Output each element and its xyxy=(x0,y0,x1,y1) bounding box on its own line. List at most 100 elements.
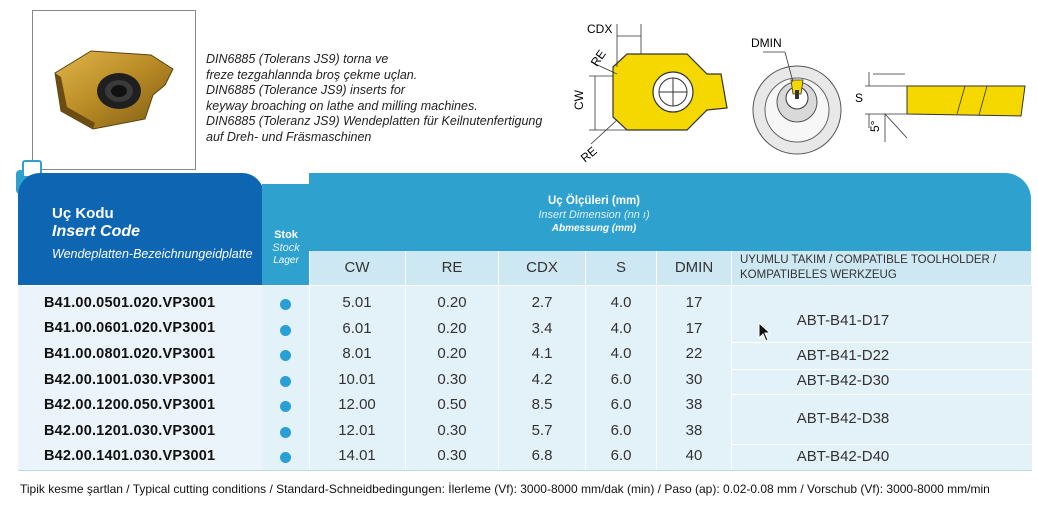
cell-cw: 6.01 xyxy=(342,320,372,337)
cell-s: 6.0 xyxy=(610,396,632,413)
insert-code: B42.00.1201.030.VP3001 xyxy=(44,423,216,439)
divider xyxy=(732,369,1032,370)
header-code-de: Wendeplatten-Bezeichnungeidplatte xyxy=(52,247,253,261)
insert-photo-icon xyxy=(54,50,174,130)
divider xyxy=(405,251,406,470)
cell-dmin: 40 xyxy=(685,447,703,464)
header-dim-de: Abmessung (mm) xyxy=(551,223,637,234)
cell-s: 6.0 xyxy=(610,371,632,388)
stock-header: Stok Stock Lager xyxy=(262,184,310,285)
mouse-cursor-icon xyxy=(758,322,772,342)
code-column xyxy=(18,286,262,470)
cell-s: 4.0 xyxy=(610,345,632,362)
cell-re: 0.30 xyxy=(437,422,467,439)
cell-re: 0.30 xyxy=(437,447,467,464)
stock-available-dot xyxy=(280,325,291,336)
diagram-label-dmin: DMIN xyxy=(751,36,782,50)
stock-available-dot xyxy=(280,452,291,463)
diagram-label-angle: 5° xyxy=(868,120,882,132)
stock-available-dot xyxy=(280,376,291,387)
cell-re: 0.50 xyxy=(437,396,467,413)
divider xyxy=(732,394,1032,395)
cell-cdx: 3.4 xyxy=(531,320,553,337)
diagram-label-re-bottom: RE xyxy=(578,144,600,165)
header-stok-de: Lager xyxy=(273,255,299,266)
header-dim-en: Insert Dimension (nn ı) xyxy=(538,209,650,221)
cell-cdx: 2.7 xyxy=(531,294,553,311)
cell-cdx: 5.7 xyxy=(531,422,553,439)
insert-code: B41.00.0501.020.VP3001 xyxy=(44,295,216,311)
header-code-tr: Uç Kodu xyxy=(52,205,114,222)
cell-cw: 8.01 xyxy=(342,345,372,362)
cell-s: 4.0 xyxy=(610,294,632,311)
divider xyxy=(585,251,586,470)
description-line: freze tezgahlannda broş çekme uçlan. xyxy=(206,67,418,82)
header-dim-tr: Uç Ölçüleri (mm) xyxy=(547,195,641,207)
cell-cdx: 4.2 xyxy=(531,371,553,388)
column-header-row xyxy=(309,251,1031,285)
description-line: keyway broaching on lathe and milling ma… xyxy=(206,98,478,113)
header-stok-tr: Stok xyxy=(274,229,298,241)
stock-available-dot xyxy=(280,427,291,438)
cell-re: 0.20 xyxy=(437,294,467,311)
cell-dmin: 38 xyxy=(685,396,703,413)
product-photo xyxy=(32,10,196,170)
insert-code: B41.00.0801.020.VP3001 xyxy=(44,346,216,362)
insert-code: B42.00.1001.030.VP3001 xyxy=(44,372,216,388)
description-line: DIN6885 (Tolerans JS9) torna ve xyxy=(206,52,389,66)
cell-cdx: 6.8 xyxy=(531,447,553,464)
divider xyxy=(498,251,499,470)
cell-dmin: 17 xyxy=(685,294,703,311)
cell-dmin: 17 xyxy=(685,320,703,337)
insert-code: B41.00.0601.020.VP3001 xyxy=(44,320,216,336)
insert-code: B42.00.1401.030.VP3001 xyxy=(44,448,216,464)
divider xyxy=(18,470,1032,471)
dimension-header: Uç Ölçüleri (mm) Insert Dimension (nn ı)… xyxy=(309,173,1031,251)
header-stok-en: Stock xyxy=(272,242,300,254)
diagram-label-re-top: RE xyxy=(588,47,609,69)
cell-dmin: 30 xyxy=(685,371,703,388)
cell-s: 6.0 xyxy=(610,422,632,439)
compatible-holder: ABT-B41-D22 xyxy=(796,347,890,364)
code-header: Uç Kodu Insert Code Wendeplatten-Bezeich… xyxy=(18,173,264,285)
cell-re: 0.30 xyxy=(437,371,467,388)
compatible-holder: ABT-B41-D17 xyxy=(796,312,890,329)
cell-re: 0.20 xyxy=(437,320,467,337)
cell-cw: 14.01 xyxy=(338,447,376,464)
description-line: DIN6885 (Tolerance JS9) inserts for xyxy=(206,83,405,97)
col-header-s: S xyxy=(615,259,626,276)
col-header-cw: CW xyxy=(344,259,370,276)
side-view-diagram: S 5° xyxy=(855,72,1026,142)
divider xyxy=(732,444,1032,445)
cell-cw: 10.01 xyxy=(338,371,376,388)
cell-cdx: 4.1 xyxy=(531,345,553,362)
cell-cw: 12.01 xyxy=(338,422,376,439)
col-header-holder: UYUMLU TAKIM / COMPATIBLE TOOLHOLDER / K… xyxy=(740,254,997,281)
cell-s: 4.0 xyxy=(610,320,632,337)
cell-dmin: 38 xyxy=(685,422,703,439)
cell-s: 6.0 xyxy=(610,447,632,464)
divider xyxy=(309,251,310,470)
divider xyxy=(656,251,657,470)
header-code-en: Insert Code xyxy=(52,223,141,240)
diagram-label-cw: CW xyxy=(572,89,586,110)
cutting-conditions-footer: Tipik kesme şartlan / Typical cutting co… xyxy=(20,482,990,496)
divider xyxy=(731,251,732,470)
dmin-diagram: DMIN xyxy=(751,36,842,155)
divider xyxy=(732,342,1032,343)
compatible-holder: ABT-B42-D38 xyxy=(796,410,890,427)
cell-cdx: 8.5 xyxy=(531,396,553,413)
insert-dimension-diagram: CDX RE CW RE xyxy=(572,22,728,165)
cell-cw: 12.00 xyxy=(338,396,376,413)
description-line: auf Dreh- und Fräsmaschinen xyxy=(206,129,372,144)
stock-available-dot xyxy=(280,350,291,361)
insert-code: B42.00.1200.050.VP3001 xyxy=(44,397,216,413)
stock-available-dot xyxy=(280,299,291,310)
col-header-re: RE xyxy=(441,259,463,276)
description-line: DIN6885 (Toleranz JS9) Wendeplatten für … xyxy=(206,114,543,128)
divider xyxy=(18,285,1032,286)
cell-dmin: 22 xyxy=(685,345,703,362)
diagram-label-cdx: CDX xyxy=(587,22,612,36)
description: DIN6885 (Tolerans JS9) torna ve freze te… xyxy=(206,52,576,145)
cell-cw: 5.01 xyxy=(342,294,372,311)
